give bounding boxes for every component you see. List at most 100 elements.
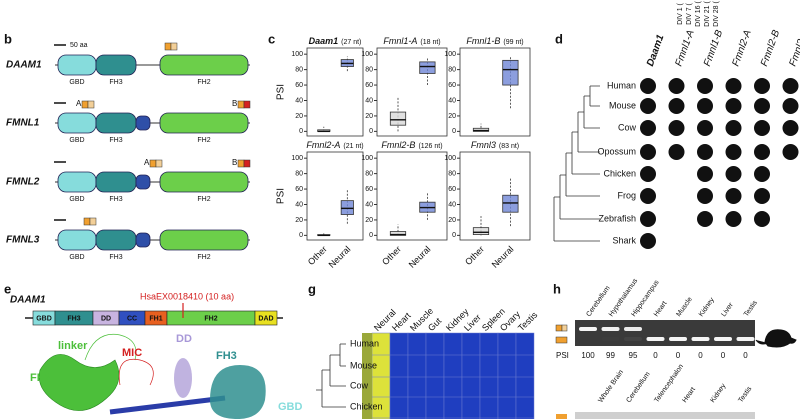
label-strip (362, 333, 372, 419)
exon (89, 217, 97, 226)
lane-label: Testis (743, 299, 759, 318)
dd-domain (174, 358, 192, 398)
y-tick-label: 80 (365, 170, 373, 177)
x-tick-label: Neural (407, 244, 433, 270)
gene-header: Daam1 (645, 33, 667, 68)
gene: Fmnl2-A (306, 140, 340, 150)
presence-dot (782, 144, 799, 160)
plot-title: Fmnl2-B (126 nt) (381, 140, 442, 150)
domain (95, 229, 137, 251)
domain (57, 112, 97, 134)
domain-label: FH2 (197, 137, 210, 144)
band (669, 327, 687, 331)
y-tick-label: 40 (365, 201, 373, 208)
band (691, 337, 710, 341)
exon (164, 42, 172, 51)
species-label: Chicken (603, 168, 636, 178)
exon-label: A (144, 158, 150, 167)
presence-dot (640, 211, 656, 227)
y-tick-label: 20 (448, 113, 456, 120)
band (624, 327, 642, 331)
lane-label: Testis (737, 385, 753, 404)
x-tick-label: Neural (490, 244, 516, 270)
heat-cell-column (479, 332, 499, 419)
panel-label: g (308, 281, 316, 296)
band (579, 337, 597, 341)
y-tick-label: 40 (448, 201, 456, 208)
panel-label: e (4, 281, 11, 296)
marker (555, 324, 563, 332)
domain (135, 232, 151, 248)
band (646, 337, 665, 341)
plot-title: Fmnl1-B (99 nt) (466, 36, 523, 46)
species-label: Frog (617, 190, 636, 200)
box (472, 127, 490, 132)
y-tick-label: 100 (444, 155, 456, 162)
heat-cell-column (443, 332, 463, 419)
y-tick-label: 20 (448, 217, 456, 224)
presence-dot (725, 166, 742, 182)
presence-dot (754, 211, 770, 227)
exon (149, 159, 157, 168)
y-tick-label: 80 (448, 66, 456, 73)
gel (575, 320, 755, 346)
y-tick-label: 0 (369, 232, 373, 239)
band (602, 337, 620, 341)
box (472, 227, 490, 235)
presence-dot (697, 78, 713, 94)
box (502, 194, 519, 213)
species-label: Opossum (597, 146, 636, 156)
domain-label: FH3 (109, 137, 122, 144)
presence-dot (782, 120, 799, 136)
heat-cell-column (497, 332, 517, 419)
presence-dot (754, 78, 770, 94)
domain-label: FH3 (67, 315, 80, 322)
exon (87, 100, 95, 109)
y-tick-label: 60 (448, 186, 456, 193)
y-tick-label: 0 (452, 232, 456, 239)
domain-label: FH1 (149, 315, 162, 322)
y-tick-label: 20 (295, 113, 303, 120)
domain-label: CC (127, 315, 137, 322)
psi-value: 0 (653, 351, 658, 360)
domain (254, 310, 278, 326)
exon-label: B (232, 99, 237, 108)
box (389, 231, 407, 236)
band (736, 337, 755, 341)
gene: Fmnl3 (471, 140, 496, 150)
gene-header: Fmnl1-B (702, 28, 725, 68)
presence-dot (754, 188, 770, 204)
presence-dot (640, 120, 656, 136)
structure (38, 354, 120, 411)
presence-dot (725, 98, 742, 114)
domain-label: FH3 (109, 79, 122, 86)
species-label: Shark (612, 235, 636, 245)
x-tick-label: Other (463, 244, 486, 267)
presence-dot (725, 144, 742, 160)
species-label: Chicken (350, 401, 383, 411)
length: (21 nt) (343, 143, 363, 150)
box (502, 59, 519, 86)
mouse-icon (755, 329, 797, 348)
band (714, 327, 732, 331)
presence-dot (697, 166, 713, 182)
y-tick-label: 100 (444, 51, 456, 58)
protein-name: FMNL1 (6, 118, 40, 129)
y-tick-label: 60 (448, 82, 456, 89)
gene-header: Fmnl2-A (730, 28, 753, 68)
domain-label: GBD (69, 196, 84, 203)
y-tick-label: 60 (365, 82, 373, 89)
presence-dot (697, 120, 713, 136)
presence-dot (754, 166, 770, 182)
lane-label: Telencephalon (653, 363, 685, 404)
gene: Daam1 (309, 36, 339, 46)
y-tick-label: 0 (299, 232, 303, 239)
box (419, 61, 436, 74)
psi-value: 0 (743, 351, 748, 360)
presence-dot (782, 78, 799, 94)
top-label: DIV 28 ( (713, 0, 720, 26)
domain-label: FH2 (197, 196, 210, 203)
length: (99 nt) (503, 39, 523, 46)
gene-header: Fmnl2-B (759, 28, 782, 68)
axis-label: PSI (276, 188, 287, 204)
